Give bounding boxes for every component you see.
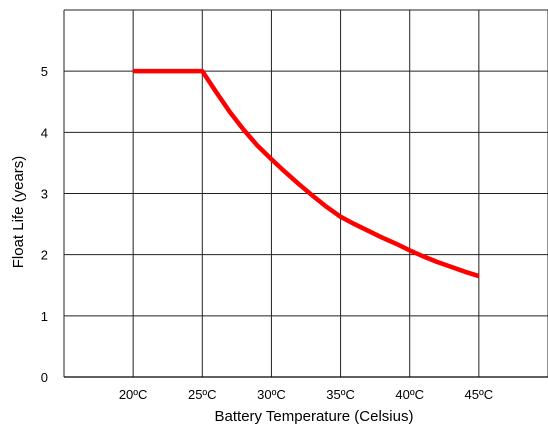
series-group <box>133 68 480 279</box>
x-tick-label: 25ºC <box>188 387 217 402</box>
y-tick-label: 2 <box>41 248 48 263</box>
series-line-0 <box>133 68 480 279</box>
y-axis-label: Float Life (years) <box>10 156 27 269</box>
grid-lines <box>63 9 548 378</box>
x-tick-label: 20ºC <box>119 387 148 402</box>
y-tick-label: 0 <box>41 370 48 385</box>
x-tick-label: 45ºC <box>465 387 494 402</box>
y-tick-label: 5 <box>41 64 48 79</box>
y-tick-label: 4 <box>41 125 48 140</box>
x-axis-label: Battery Temperature (Celsius) <box>215 408 414 424</box>
y-tick-label: 3 <box>41 187 48 202</box>
x-tick-labels: 20ºC 25ºC 30ºC 35ºC 40ºC 45ºC <box>119 387 493 402</box>
x-tick-label: 40ºC <box>395 387 424 402</box>
y-tick-label: 1 <box>41 309 48 324</box>
x-tick-label: 35ºC <box>326 387 355 402</box>
y-tick-labels: 0 1 2 3 4 5 <box>41 64 48 385</box>
x-tick-label: 30ºC <box>257 387 286 402</box>
